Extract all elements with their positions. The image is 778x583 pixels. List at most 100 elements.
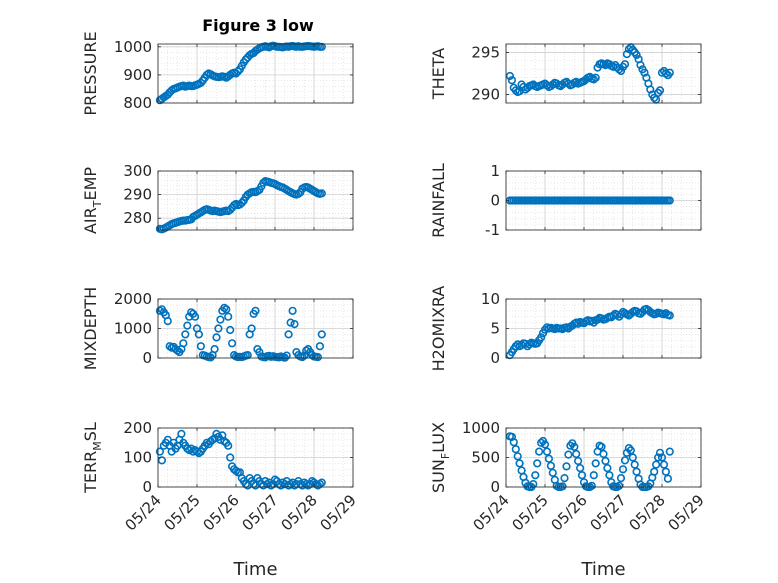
axes-box <box>157 170 354 231</box>
data-point <box>546 461 556 470</box>
data-point <box>632 467 641 476</box>
axes-box <box>157 43 354 104</box>
data-point <box>507 76 517 85</box>
data-point <box>540 440 550 449</box>
data-point <box>224 312 233 321</box>
data-point <box>536 333 546 342</box>
data-point <box>624 44 634 54</box>
data-point <box>564 450 573 459</box>
data-point <box>196 342 205 351</box>
data-point <box>591 73 600 82</box>
y-axis-label-part: SUN <box>429 459 448 493</box>
data-point <box>614 481 624 490</box>
y-tick-label: 800 <box>123 94 152 112</box>
data-point <box>509 438 518 447</box>
data-point <box>226 325 235 335</box>
series-markers <box>155 177 326 234</box>
data-point <box>288 306 297 315</box>
data-point <box>603 464 612 473</box>
data-point <box>542 447 552 456</box>
data-point <box>317 330 326 339</box>
subplot-1: 800 900 1000 PRESSURE <box>81 31 354 116</box>
data-point <box>315 342 325 351</box>
data-point <box>290 320 299 329</box>
y-axis-label-part: EMP <box>81 167 100 201</box>
y-axis-label-part: LUX <box>429 422 448 453</box>
y-axis-label-part: AIR <box>81 207 100 234</box>
y-tick-label: 900 <box>123 66 152 84</box>
series-markers <box>505 43 674 104</box>
data-point <box>620 456 630 465</box>
data-point <box>163 317 172 326</box>
series-markers <box>155 303 326 362</box>
series-markers <box>505 432 674 492</box>
x-axis-label: Time <box>232 559 277 580</box>
data-point <box>317 189 326 198</box>
data-point <box>651 460 661 469</box>
y-tick-label: 2000 <box>114 290 152 308</box>
y-axis-label: H2OMIXRA <box>429 286 448 372</box>
data-point <box>529 480 538 489</box>
data-point <box>251 306 260 315</box>
data-point <box>622 49 632 59</box>
data-point <box>597 442 606 452</box>
data-point <box>661 69 671 78</box>
data-point <box>587 481 596 490</box>
data-point <box>286 318 295 327</box>
data-point <box>155 447 164 456</box>
data-point <box>655 448 665 457</box>
data-point <box>544 454 554 463</box>
series-markers <box>155 429 326 490</box>
y-tick-label: -1 <box>485 221 500 239</box>
data-point <box>505 71 515 81</box>
y-axis-label-subscript: T <box>91 200 104 208</box>
data-point <box>317 478 326 487</box>
data-point <box>255 348 264 357</box>
x-axis-label: Time <box>580 559 625 580</box>
data-point <box>657 453 667 462</box>
series-markers <box>505 196 674 205</box>
axes-box <box>505 43 702 104</box>
data-point <box>214 324 223 333</box>
data-point <box>313 353 323 362</box>
y-tick-label: 10 <box>481 290 500 308</box>
data-point <box>177 429 186 439</box>
data-point <box>616 66 626 76</box>
data-point <box>605 471 614 480</box>
data-point <box>284 330 293 339</box>
y-tick-label: 1000 <box>462 419 500 437</box>
data-point <box>618 465 628 474</box>
data-point <box>661 467 671 476</box>
data-point <box>665 68 674 77</box>
y-tick-label: 0 <box>142 349 152 367</box>
subplot-2: 290 295 THETA <box>429 43 702 104</box>
data-point <box>591 459 600 468</box>
data-point <box>650 467 659 476</box>
y-axis-label: TERRMSL <box>81 422 104 494</box>
data-point <box>573 456 583 466</box>
data-point <box>572 449 581 459</box>
subplot-3: 280 290 300 AIRTEMP <box>81 162 354 234</box>
subplot-5: 0 1000 2000 MIXDEPTH <box>81 287 354 370</box>
data-point <box>616 474 626 483</box>
y-axis-label-subscript: F <box>439 453 452 459</box>
data-point <box>531 471 540 480</box>
data-point <box>630 460 639 469</box>
data-point <box>179 339 188 348</box>
data-point <box>513 452 522 461</box>
data-point <box>212 333 221 342</box>
data-point <box>222 305 231 314</box>
data-point <box>640 68 649 77</box>
y-axis-label: SUNFLUX <box>429 422 452 493</box>
data-point <box>601 456 610 466</box>
data-point <box>315 480 325 489</box>
data-point <box>599 449 608 459</box>
y-tick-label: 0 <box>490 192 500 210</box>
data-point <box>511 86 520 95</box>
y-axis-label: RAINFALL <box>429 163 448 238</box>
data-point <box>607 478 616 487</box>
y-tick-label: 0 <box>142 478 152 496</box>
subplot-4: -1 0 1 RAINFALL <box>429 162 702 239</box>
data-point <box>194 330 203 339</box>
